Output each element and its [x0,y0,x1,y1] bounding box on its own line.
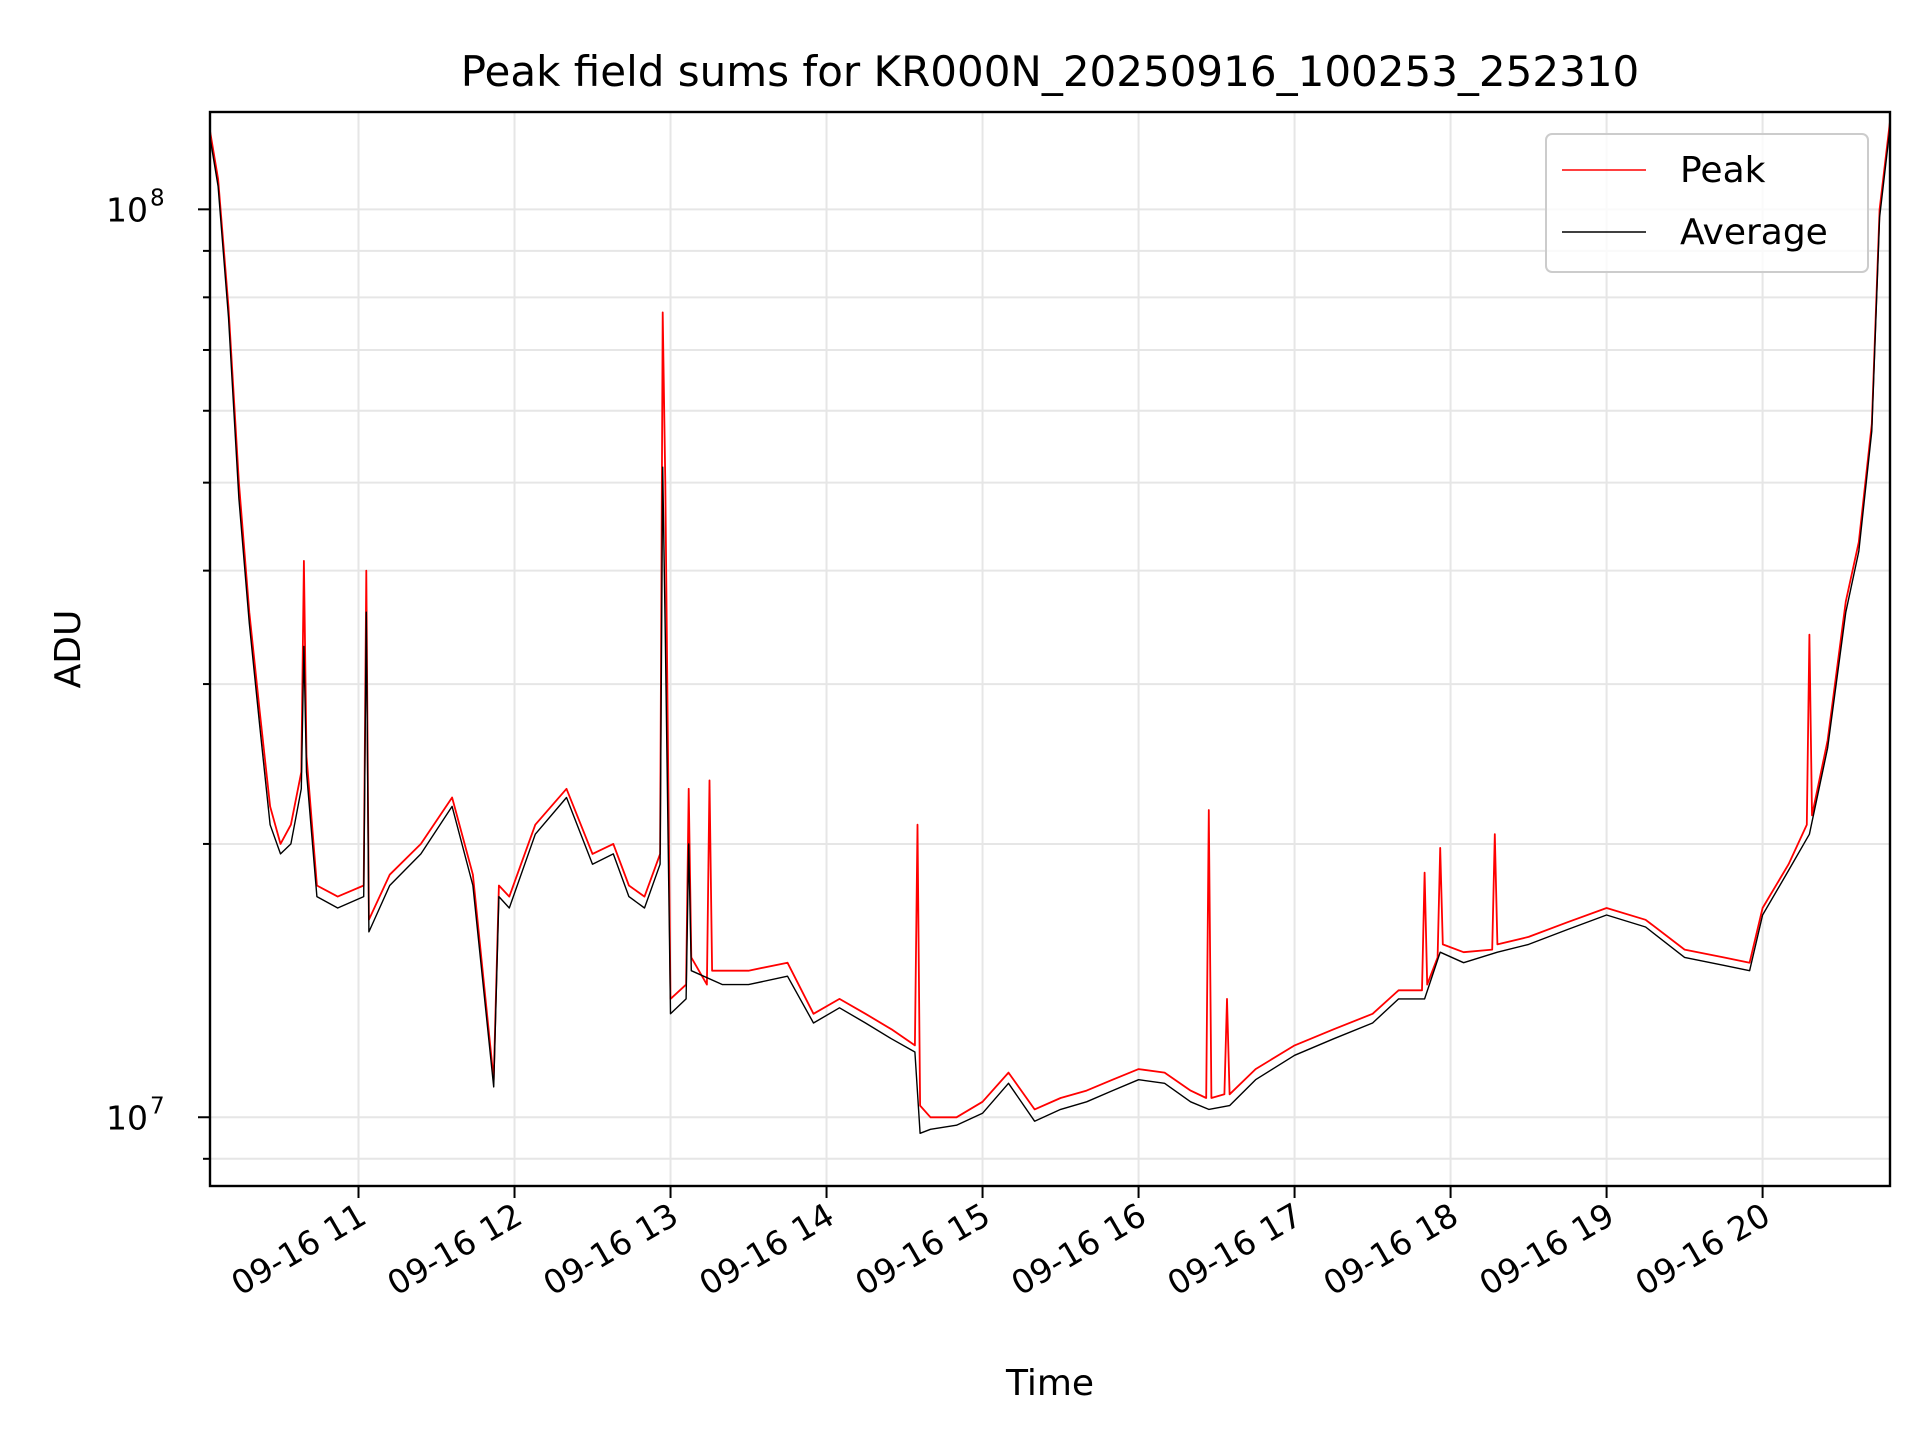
y-axis-label: ADU [48,610,89,689]
x-tick-label: 09-16 20 [1629,1195,1777,1303]
x-axis: 09-16 11 09-16 12 09-16 13 09-16 14 09-16 15… [225,1186,1777,1303]
grid [210,112,1890,1186]
y-tick-base: 10 [106,1098,148,1137]
x-tick-label: 09-16 11 [225,1195,373,1303]
series-line-average [210,127,1890,1135]
x-tick-label: 09-16 14 [693,1195,841,1303]
y-tick-exponent: 8 [150,185,165,211]
x-tick-label: 09-16 12 [381,1195,529,1303]
series-line-peak [210,121,1890,1119]
x-tick-label: 09-16 17 [1161,1195,1309,1303]
chart-title: Peak field sums for KR000N_20250916_1002… [461,47,1640,96]
legend-box [1545,133,1869,273]
y-tick-exponent: 7 [150,1093,165,1119]
x-axis-label: Time [1005,1363,1094,1404]
y-tick-base: 10 [106,190,148,229]
x-tick-label: 09-16 16 [1005,1195,1153,1303]
x-tick-label: 09-16 13 [537,1195,685,1303]
series-layer [210,121,1890,1135]
x-tick-label: 09-16 18 [1317,1195,1465,1303]
y-tick-label: 10 7 [106,1093,165,1137]
x-tick-label: 09-16 15 [849,1195,997,1303]
y-tick-label: 10 8 [106,185,165,229]
legend-label-average: Average [1680,212,1828,253]
plot-frame [208,110,1892,1188]
legend-label-peak: Peak [1680,150,1766,191]
legend: Peak Average [1545,133,1869,273]
x-tick-label: 09-16 19 [1473,1195,1621,1303]
